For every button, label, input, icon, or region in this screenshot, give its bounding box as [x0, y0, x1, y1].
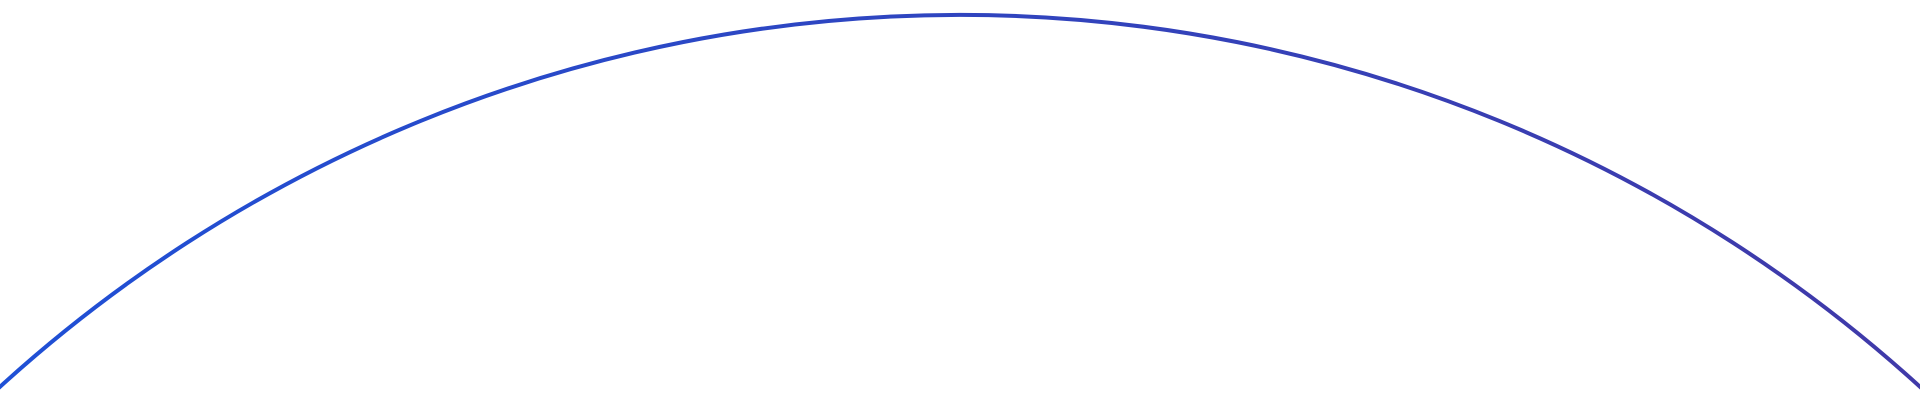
- arc-line: [0, 12, 1920, 390]
